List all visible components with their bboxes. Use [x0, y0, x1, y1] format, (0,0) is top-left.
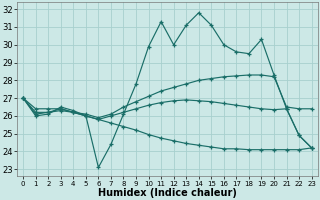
X-axis label: Humidex (Indice chaleur): Humidex (Indice chaleur) — [98, 188, 237, 198]
